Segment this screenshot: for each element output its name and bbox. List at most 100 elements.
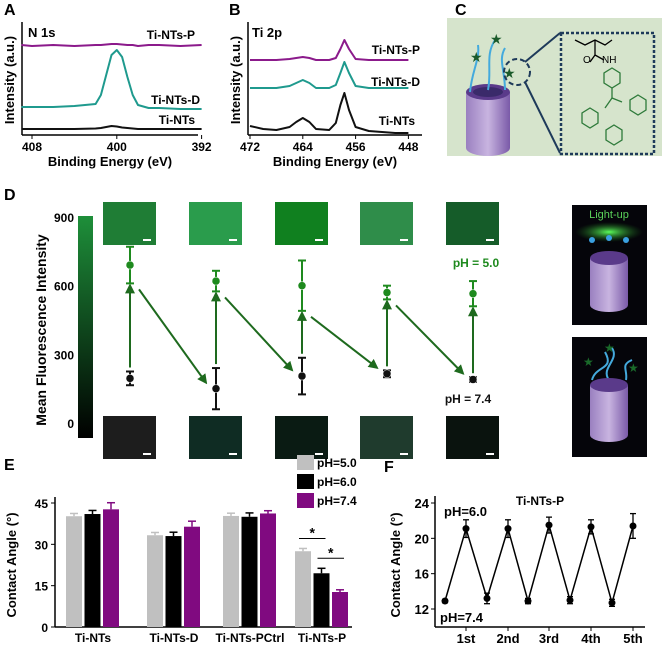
ph50-annotation: pH = 5.0 <box>453 256 500 270</box>
legend-swatch <box>297 493 314 508</box>
scale-bar <box>486 453 494 455</box>
panel-a-series-label: Ti-NTs <box>159 113 196 127</box>
quenched-illustration: ★ ★ ★ <box>572 337 647 457</box>
star-icon: ★ <box>470 49 483 65</box>
bar <box>84 514 101 627</box>
y-tick-label: 30 <box>35 538 49 552</box>
series-line-Ti-NTs-D <box>250 61 409 89</box>
scale-bar <box>143 453 151 455</box>
scale-bar <box>315 453 323 455</box>
data-point <box>382 369 392 379</box>
series-line-Ti-NTs-P <box>250 39 409 61</box>
fluorescence-image-ph5 <box>189 202 242 245</box>
series-line-Ti-NTs-P <box>21 43 202 47</box>
data-point <box>297 371 307 381</box>
arrow-down <box>310 316 379 370</box>
cycle-line <box>444 522 634 606</box>
panel-f-ylabel: Contact Angle (°) <box>388 512 403 617</box>
bar <box>184 526 200 627</box>
scale-bar <box>486 239 494 241</box>
x-category-label: Ti-NTs-P <box>298 631 346 645</box>
zoom-circle <box>503 58 531 86</box>
fluorescence-image-ph74 <box>275 416 328 459</box>
fluorescence-image-ph74 <box>446 416 499 459</box>
panel-a-series-label: Ti-NTs-D <box>151 93 200 107</box>
legend-swatch <box>297 455 314 470</box>
bar <box>223 515 239 627</box>
data-point <box>608 599 616 607</box>
y-tick-label: 24 <box>415 496 430 511</box>
panel-label-b: B <box>229 2 241 19</box>
bar <box>332 592 348 627</box>
panel-b-xps-ti2p: Ti 2p Intensity (a.u.) Binding Energy (e… <box>228 22 422 169</box>
scale-bar <box>143 239 151 241</box>
panel-a-xlabel: Binding Energy (eV) <box>48 154 172 169</box>
panel-b-series-label: Ti-NTs <box>379 114 416 128</box>
star-icon: ★ <box>628 361 639 375</box>
atom-label-nh: NH <box>602 55 616 66</box>
star-icon: ★ <box>583 355 594 369</box>
y-tick-label: 0 <box>67 417 74 431</box>
star-icon: ★ <box>490 31 503 47</box>
panel-b-xlabel: Binding Energy (eV) <box>273 154 397 169</box>
series-line-Ti-NTs <box>249 92 409 134</box>
arrow-down <box>138 288 208 385</box>
y-tick-label: 16 <box>415 567 429 582</box>
x-tick-label: 392 <box>192 140 212 154</box>
x-category-label: Ti-NTs-PCtrl <box>216 631 285 645</box>
significance-star: * <box>328 544 334 560</box>
panel-a-series-label: Ti-NTs-P <box>147 28 195 42</box>
legend-label: pH=5.0 <box>317 456 357 470</box>
scale-bar <box>229 453 237 455</box>
y-tick-label: 45 <box>35 497 49 511</box>
legend-label: pH=6.0 <box>317 475 357 489</box>
bar <box>313 573 330 627</box>
bar <box>147 535 163 627</box>
colorbar <box>78 216 93 438</box>
bar <box>66 516 82 627</box>
panel-b-title: Ti 2p <box>252 25 282 40</box>
bar <box>260 513 276 627</box>
data-point <box>483 594 491 602</box>
y-tick-label: 900 <box>54 211 74 225</box>
scale-bar <box>229 239 237 241</box>
x-tick-label: 400 <box>107 140 127 154</box>
bar <box>103 509 119 627</box>
panel-a-ylabel: Intensity (a.u.) <box>2 36 17 124</box>
x-tick-label: 408 <box>22 140 42 154</box>
x-tick-label: 3rd <box>539 631 559 646</box>
ph60-annotation: pH=6.0 <box>444 504 487 519</box>
data-point <box>587 523 595 531</box>
y-tick-label: 300 <box>54 348 74 362</box>
panel-c-schematic: ★ ★ ★ O NH <box>447 18 662 156</box>
data-point <box>297 281 307 290</box>
data-point <box>629 522 637 530</box>
significance-star: * <box>310 524 316 540</box>
legend-label: pH=7.4 <box>317 494 357 508</box>
y-tick-label: 12 <box>415 602 429 617</box>
fluorescence-image-ph74 <box>189 416 242 459</box>
x-tick-label: 456 <box>346 140 366 154</box>
y-tick-label: 20 <box>415 531 429 546</box>
x-category-label: Ti-NTs-D <box>150 631 199 645</box>
series-line-Ti-NTs-D <box>21 49 202 110</box>
data-point <box>125 374 135 383</box>
panel-d-ylabel: Mean Fluorescence Intensity <box>33 234 49 426</box>
star-icon: ★ <box>604 341 615 355</box>
panel-b-series-label: Ti-NTs-P <box>372 43 420 57</box>
panel-e-ylabel: Contact Angle (°) <box>4 512 19 617</box>
data-point <box>468 375 478 384</box>
atom-label-o: O <box>583 55 591 66</box>
fluorescence-image-ph74 <box>103 416 156 459</box>
panel-b-ylabel: Intensity (a.u.) <box>228 36 243 124</box>
data-point <box>125 260 135 270</box>
light-up-illustration: Light-up <box>572 205 647 325</box>
x-category-label: Ti-NTs <box>75 631 112 645</box>
data-point <box>468 289 478 298</box>
bar <box>295 551 311 627</box>
tpe-molecule-structure <box>574 39 647 146</box>
star-icon: ★ <box>503 65 516 81</box>
nanotube-cylinder-illustration: ★ ★ ★ <box>466 31 516 156</box>
panel-a-xps-n1s: N 1s Intensity (a.u.) Binding Energy (eV… <box>2 22 212 169</box>
